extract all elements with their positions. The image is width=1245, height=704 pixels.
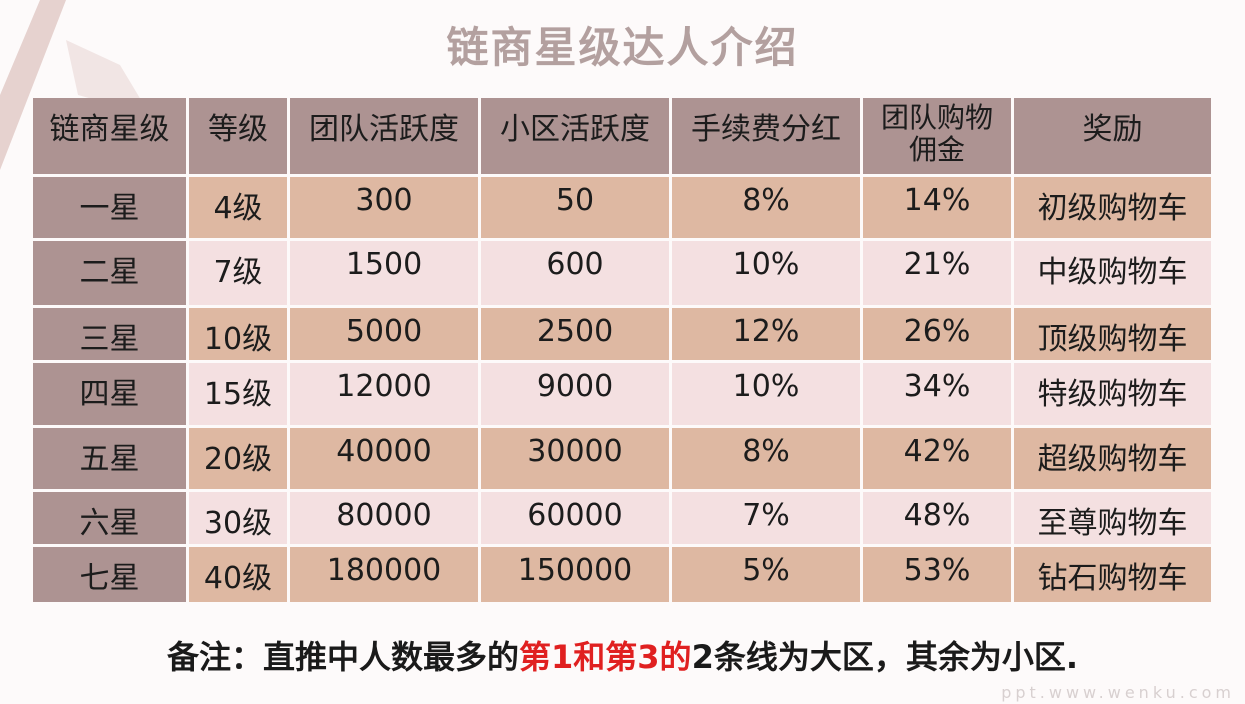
district-activity-cell: 60000 — [481, 492, 669, 544]
team-activity-cell: 12000 — [290, 363, 478, 425]
star-cell: 二星 — [33, 241, 186, 305]
reward-cell: 超级购物车 — [1014, 428, 1211, 489]
header-star-level: 链商星级 — [33, 98, 186, 174]
star-cell: 五星 — [33, 428, 186, 489]
table-row: 五星 20级 40000 30000 8% 42% 超级购物车 — [33, 428, 1211, 489]
level-cell: 20级 — [189, 428, 287, 489]
star-level-table: 链商星级 等级 团队活跃度 小区活跃度 手续费分红 团队购物佣金 奖励 一星 4… — [30, 95, 1214, 605]
reward-cell: 至尊购物车 — [1014, 492, 1211, 544]
district-activity-cell: 2500 — [481, 308, 669, 360]
table-header-row: 链商星级 等级 团队活跃度 小区活跃度 手续费分红 团队购物佣金 奖励 — [33, 98, 1211, 174]
commission-cell: 48% — [863, 492, 1011, 544]
page-title: 链商星级达人介绍 — [446, 23, 799, 72]
team-activity-cell: 1500 — [290, 241, 478, 305]
reward-cell: 特级购物车 — [1014, 363, 1211, 425]
reward-cell: 顶级购物车 — [1014, 308, 1211, 360]
header-team-activity: 团队活跃度 — [290, 98, 478, 174]
team-activity-cell: 80000 — [290, 492, 478, 544]
fee-dividend-cell: 12% — [672, 308, 860, 360]
fee-dividend-cell: 8% — [672, 428, 860, 489]
commission-cell: 34% — [863, 363, 1011, 425]
header-district-activity: 小区活跃度 — [481, 98, 669, 174]
commission-cell: 42% — [863, 428, 1011, 489]
header-shopping-commission: 团队购物佣金 — [863, 98, 1011, 174]
level-cell: 10级 — [189, 308, 287, 360]
district-activity-cell: 600 — [481, 241, 669, 305]
fee-dividend-cell: 10% — [672, 363, 860, 425]
footnote-text-start: 备注：直推中人数最多的 — [167, 638, 520, 676]
header-level: 等级 — [189, 98, 287, 174]
reward-cell: 初级购物车 — [1014, 177, 1211, 238]
table-row: 四星 15级 12000 9000 10% 34% 特级购物车 — [33, 363, 1211, 425]
table-row: 一星 4级 300 50 8% 14% 初级购物车 — [33, 177, 1211, 238]
fee-dividend-cell: 5% — [672, 547, 860, 602]
reward-cell: 中级购物车 — [1014, 241, 1211, 305]
star-cell: 四星 — [33, 363, 186, 425]
team-activity-cell: 180000 — [290, 547, 478, 602]
district-activity-cell: 9000 — [481, 363, 669, 425]
district-activity-cell: 150000 — [481, 547, 669, 602]
header-fee-dividend: 手续费分红 — [672, 98, 860, 174]
level-cell: 30级 — [189, 492, 287, 544]
fee-dividend-cell: 7% — [672, 492, 860, 544]
level-cell: 7级 — [189, 241, 287, 305]
star-cell: 三星 — [33, 308, 186, 360]
commission-cell: 21% — [863, 241, 1011, 305]
star-cell: 六星 — [33, 492, 186, 544]
star-cell: 七星 — [33, 547, 186, 602]
corner-decoration — [0, 0, 150, 170]
footnote: 备注：直推中人数最多的第1和第3的2条线为大区，其余为小区. — [0, 632, 1245, 678]
level-cell: 4级 — [189, 177, 287, 238]
level-cell: 40级 — [189, 547, 287, 602]
commission-cell: 26% — [863, 308, 1011, 360]
reward-cell: 钻石购物车 — [1014, 547, 1211, 602]
star-cell: 一星 — [33, 177, 186, 238]
team-activity-cell: 40000 — [290, 428, 478, 489]
commission-cell: 53% — [863, 547, 1011, 602]
district-activity-cell: 30000 — [481, 428, 669, 489]
table-row: 七星 40级 180000 150000 5% 53% 钻石购物车 — [33, 547, 1211, 602]
footnote-text-end: 2条线为大区，其余为小区. — [691, 638, 1078, 676]
table-row: 二星 7级 1500 600 10% 21% 中级购物车 — [33, 241, 1211, 305]
fee-dividend-cell: 10% — [672, 241, 860, 305]
district-activity-cell: 50 — [481, 177, 669, 238]
header-reward: 奖励 — [1014, 98, 1211, 174]
level-cell: 15级 — [189, 363, 287, 425]
footnote-highlight: 第1和第3的 — [519, 638, 692, 676]
team-activity-cell: 300 — [290, 177, 478, 238]
watermark: ppt.www.wenku.com — [1001, 683, 1235, 702]
table-row: 三星 10级 5000 2500 12% 26% 顶级购物车 — [33, 308, 1211, 360]
commission-cell: 14% — [863, 177, 1011, 238]
team-activity-cell: 5000 — [290, 308, 478, 360]
fee-dividend-cell: 8% — [672, 177, 860, 238]
table-row: 六星 30级 80000 60000 7% 48% 至尊购物车 — [33, 492, 1211, 544]
